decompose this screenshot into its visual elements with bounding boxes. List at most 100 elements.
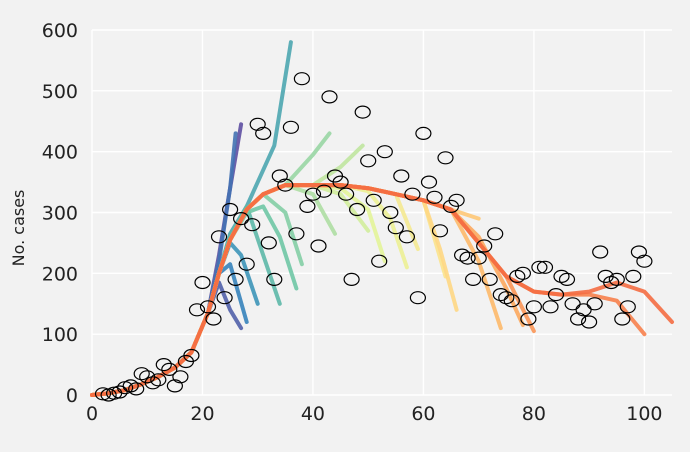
observed-point bbox=[636, 254, 653, 268]
observed-point bbox=[360, 154, 377, 168]
y-tick-label: 200 bbox=[42, 263, 78, 285]
observed-point bbox=[288, 227, 305, 241]
observed-point bbox=[277, 178, 294, 192]
observed-point bbox=[614, 312, 631, 326]
observed-point bbox=[371, 254, 388, 268]
observed-point bbox=[315, 184, 333, 198]
observed-point bbox=[210, 230, 228, 244]
observed-point bbox=[338, 187, 355, 201]
observed-point bbox=[133, 367, 150, 381]
y-tick-label: 500 bbox=[42, 81, 78, 103]
observed-point bbox=[547, 288, 565, 302]
observed-point bbox=[459, 251, 476, 265]
observed-point bbox=[144, 376, 161, 390]
observed-point bbox=[382, 205, 399, 220]
observed-point bbox=[238, 257, 255, 271]
y-tick-label: 0 bbox=[66, 385, 78, 407]
observed-point bbox=[431, 224, 449, 238]
observed-point bbox=[592, 245, 609, 259]
observed-point bbox=[387, 221, 404, 235]
observed-point bbox=[376, 145, 393, 159]
observed-point bbox=[536, 260, 554, 274]
observed-point bbox=[470, 251, 487, 265]
observed-point bbox=[349, 202, 366, 217]
observed-point bbox=[564, 297, 581, 311]
observed-point bbox=[481, 272, 498, 286]
observed-point bbox=[216, 291, 233, 305]
y-axis: 0 100 200 300 400 500 600 bbox=[42, 20, 78, 407]
observed-point bbox=[222, 202, 239, 217]
observed-point bbox=[586, 297, 603, 311]
observed-point bbox=[420, 175, 438, 189]
observed-point bbox=[255, 126, 272, 140]
observed-point bbox=[332, 175, 349, 189]
observed-point bbox=[542, 300, 559, 314]
observed-point bbox=[492, 288, 509, 302]
observed-point bbox=[569, 312, 587, 326]
observed-point bbox=[525, 300, 543, 314]
observed-point bbox=[398, 230, 415, 244]
observed-point bbox=[111, 385, 128, 399]
y-tick-label: 100 bbox=[42, 324, 78, 346]
observed-point bbox=[194, 275, 211, 290]
x-tick-label: 80 bbox=[522, 403, 546, 425]
observed-point bbox=[393, 169, 410, 183]
observed-point bbox=[271, 169, 288, 183]
x-tick-label: 40 bbox=[301, 403, 325, 425]
observed-point bbox=[354, 105, 371, 119]
x-tick-label: 100 bbox=[626, 403, 662, 425]
observed-point bbox=[558, 272, 576, 286]
observed-point bbox=[454, 248, 471, 262]
observed-point bbox=[199, 300, 217, 314]
observed-point bbox=[465, 272, 482, 286]
x-tick-label: 0 bbox=[86, 403, 98, 425]
observed-point bbox=[487, 227, 504, 241]
observed-point bbox=[260, 236, 277, 250]
observed-point bbox=[404, 187, 421, 201]
observed-point bbox=[304, 187, 322, 201]
y-tick-label: 600 bbox=[42, 20, 78, 42]
observed-point bbox=[509, 269, 526, 283]
observed-point bbox=[310, 239, 327, 253]
observed-point bbox=[531, 260, 548, 274]
observed-point bbox=[282, 120, 299, 134]
observed-point bbox=[128, 382, 145, 396]
observed-point bbox=[409, 291, 426, 305]
observed-point bbox=[343, 272, 360, 286]
y-axis-label: No. cases bbox=[9, 190, 28, 267]
observed-point bbox=[249, 117, 266, 131]
observed-point bbox=[426, 190, 443, 204]
observed-points bbox=[94, 72, 653, 402]
observed-point bbox=[299, 199, 316, 213]
observed-point bbox=[188, 303, 206, 317]
observed-point bbox=[603, 275, 620, 290]
observed-point bbox=[476, 239, 493, 253]
observed-point bbox=[448, 193, 465, 207]
observed-point bbox=[183, 348, 200, 363]
x-axis: 0 20 40 60 80 100 bbox=[86, 403, 663, 425]
observed-point bbox=[498, 291, 515, 305]
observed-point bbox=[293, 72, 310, 86]
observed-point bbox=[266, 272, 283, 286]
observed-point bbox=[575, 303, 592, 317]
x-tick-label: 20 bbox=[190, 403, 214, 425]
y-tick-label: 300 bbox=[42, 203, 78, 225]
observed-point bbox=[94, 387, 112, 401]
observed-point bbox=[150, 373, 167, 387]
observed-point bbox=[155, 358, 172, 372]
observed-point bbox=[233, 212, 250, 226]
observed-point bbox=[608, 272, 625, 286]
observed-point bbox=[553, 269, 570, 283]
observed-point bbox=[161, 362, 178, 376]
observed-point bbox=[172, 370, 189, 384]
observed-point bbox=[625, 269, 642, 283]
y-tick-label: 400 bbox=[42, 142, 78, 164]
observed-point bbox=[514, 266, 532, 280]
observed-point bbox=[205, 312, 222, 326]
observed-point bbox=[619, 300, 636, 314]
observed-point bbox=[122, 379, 139, 393]
observed-point bbox=[630, 245, 648, 259]
observed-point bbox=[166, 379, 183, 393]
